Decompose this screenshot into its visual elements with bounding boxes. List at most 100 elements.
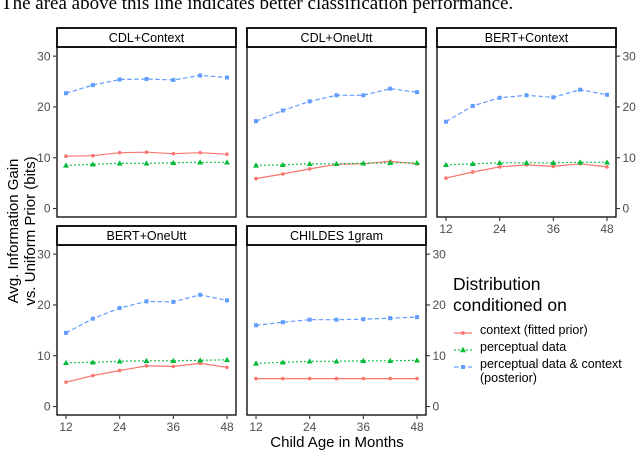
data-point [254,119,258,124]
data-point [225,152,229,156]
data-point [171,364,176,369]
data-point [144,77,149,82]
data-point [550,159,557,166]
y-axis-title: Avg. Information Gain vs. Uniform Prior … [5,156,39,306]
data-point [198,292,203,297]
legend-item-context-prior: context (fitted prior) [453,323,622,340]
data-point [415,315,419,320]
data-point [117,150,122,155]
data-point [280,320,285,325]
data-point [144,150,149,154]
x-tick-label: 36 [547,222,561,236]
facet-panel [246,46,427,218]
facet-panel [56,46,237,218]
facet-panel [56,244,237,416]
facet-strip [246,225,427,246]
data-point [388,316,393,321]
data-point [225,298,229,303]
data-point [63,162,69,168]
facet-panel [246,244,427,416]
green-dotted-line-triangle-icon [454,346,472,353]
data-point [497,165,502,169]
data-point [90,83,95,88]
data-point [170,357,177,364]
y-tick-label: 20 [37,298,51,312]
facet-strip [436,27,617,48]
data-point [605,92,609,97]
data-point [306,160,313,167]
legend: Distribution conditioned on context (fit… [453,274,622,386]
legend-title: Distribution conditioned on [453,274,567,315]
data-point [281,376,285,381]
y-tick-label: 10 [37,349,51,363]
legend-item-posterior: perceptual data & context (posterior) [453,357,622,385]
data-point [225,365,229,370]
data-point [307,376,312,381]
y-tick-label: 30 [37,247,51,261]
y-tick-label: 0 [44,202,51,216]
data-point [197,357,204,363]
y-tick-label: 20 [623,100,637,114]
y-tick-label: 20 [433,298,447,312]
data-point [90,316,95,321]
data-point [280,108,285,113]
data-point [63,359,69,366]
data-point [360,357,367,364]
data-point [254,376,258,381]
data-point [144,364,149,368]
facet-strip [246,27,427,48]
legend-item-perceptual-data: perceptual data [453,340,622,357]
data-point [577,159,584,165]
data-point [281,172,285,176]
x-tick-label: 12 [249,420,263,434]
data-point [91,373,95,378]
facet-strip [56,27,237,48]
facet-title: CDL+OneUtt [301,31,373,45]
data-point [143,160,150,166]
data-point [89,359,96,365]
data-point [605,165,609,169]
y-tick-label: 0 [433,400,440,414]
legend-label-context-prior: context (fitted prior) [480,323,588,337]
y-tick-label: 10 [433,349,447,363]
data-point [333,358,340,364]
data-point [334,376,339,381]
data-point [117,305,122,310]
figure-caption: The area above this line indicates bette… [1,0,514,14]
facet-title: CDL+Context [109,31,185,45]
data-point [224,159,230,165]
data-point [91,153,95,158]
data-point [415,90,419,95]
data-point [197,159,204,165]
y-tick-label: 30 [623,49,637,63]
data-point [64,154,68,159]
data-point [523,159,530,166]
data-point [414,159,420,166]
x-axis-title: Child Age in Months [270,434,404,451]
x-tick-label: 48 [220,420,234,434]
y-tick-label: 30 [37,49,51,63]
y-tick-label: 10 [37,151,51,165]
data-point [254,176,258,181]
x-tick-label: 24 [493,222,507,236]
x-tick-label: 36 [357,420,371,434]
data-point [361,93,366,98]
legend-label-perceptual-data: perceptual data [480,340,567,354]
data-point [64,380,68,384]
data-point [334,317,339,322]
data-point [224,356,230,363]
data-point [279,161,286,168]
data-point [360,160,367,166]
data-point [64,330,68,335]
x-tick-label: 48 [600,222,614,236]
x-tick-label: 24 [303,420,317,434]
data-point [171,78,176,83]
data-point [415,376,419,381]
y-tick-label: 0 [623,202,630,216]
data-point [279,359,286,365]
data-point [444,119,448,124]
data-point [307,99,312,104]
data-point [307,167,312,171]
